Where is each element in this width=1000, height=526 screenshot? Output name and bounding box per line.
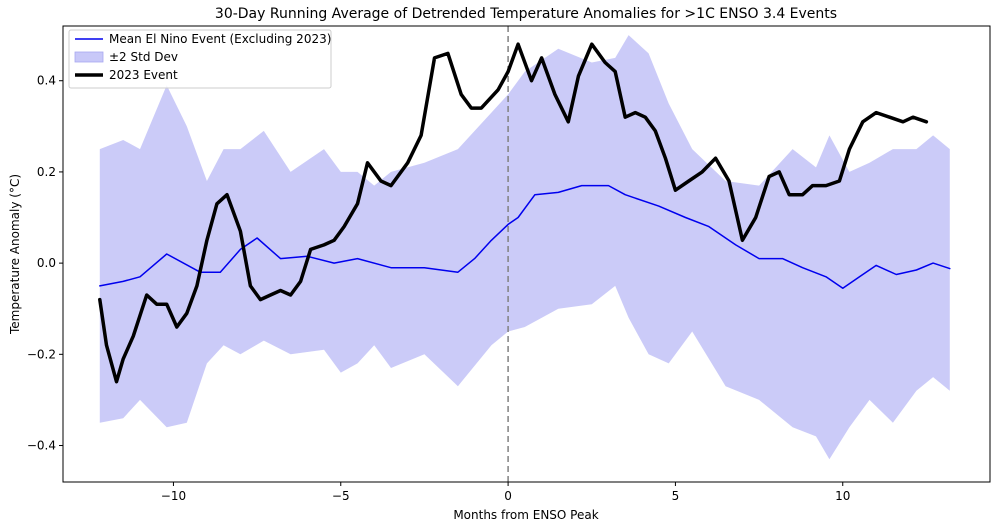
- y-tick-label: −0.4: [27, 439, 56, 453]
- x-tick-label: 0: [504, 489, 512, 503]
- legend-label: ±2 Std Dev: [109, 50, 178, 64]
- y-tick-label: 0.4: [37, 74, 56, 88]
- legend-label: 2023 Event: [109, 68, 178, 82]
- x-tick-label: −5: [332, 489, 350, 503]
- y-axis-ticks: −0.4 −0.2 0.0 0.2 0.4: [27, 74, 63, 453]
- legend-label: Mean El Nino Event (Excluding 2023): [109, 32, 331, 46]
- series-lines-layer: [98, 42, 951, 384]
- event-2023-line: [98, 42, 929, 384]
- y-tick-label: 0.2: [37, 165, 56, 179]
- x-tick-label: −10: [161, 489, 186, 503]
- legend: Mean El Nino Event (Excluding 2023) ±2 St…: [68, 29, 332, 89]
- y-tick-label: 0.0: [37, 256, 56, 270]
- y-axis-title: Temperature Anomaly (°C): [8, 174, 22, 335]
- std-dev-band-layer: [99, 35, 950, 460]
- mean-el-nino-line: [99, 184, 951, 289]
- legend-box: [68, 29, 332, 89]
- legend-swatch-std-dev: [74, 51, 104, 63]
- y-tick-label: −0.2: [27, 347, 56, 361]
- x-tick-label: 10: [835, 489, 850, 503]
- x-tick-label: 5: [672, 489, 680, 503]
- plot-frame: [62, 25, 991, 483]
- chart-title: 30-Day Running Average of Detrended Temp…: [215, 6, 837, 22]
- std-dev-band: [99, 35, 950, 460]
- x-axis-ticks: −10 −5 0 5 10: [161, 482, 850, 503]
- x-axis-title: Months from ENSO Peak: [453, 508, 598, 522]
